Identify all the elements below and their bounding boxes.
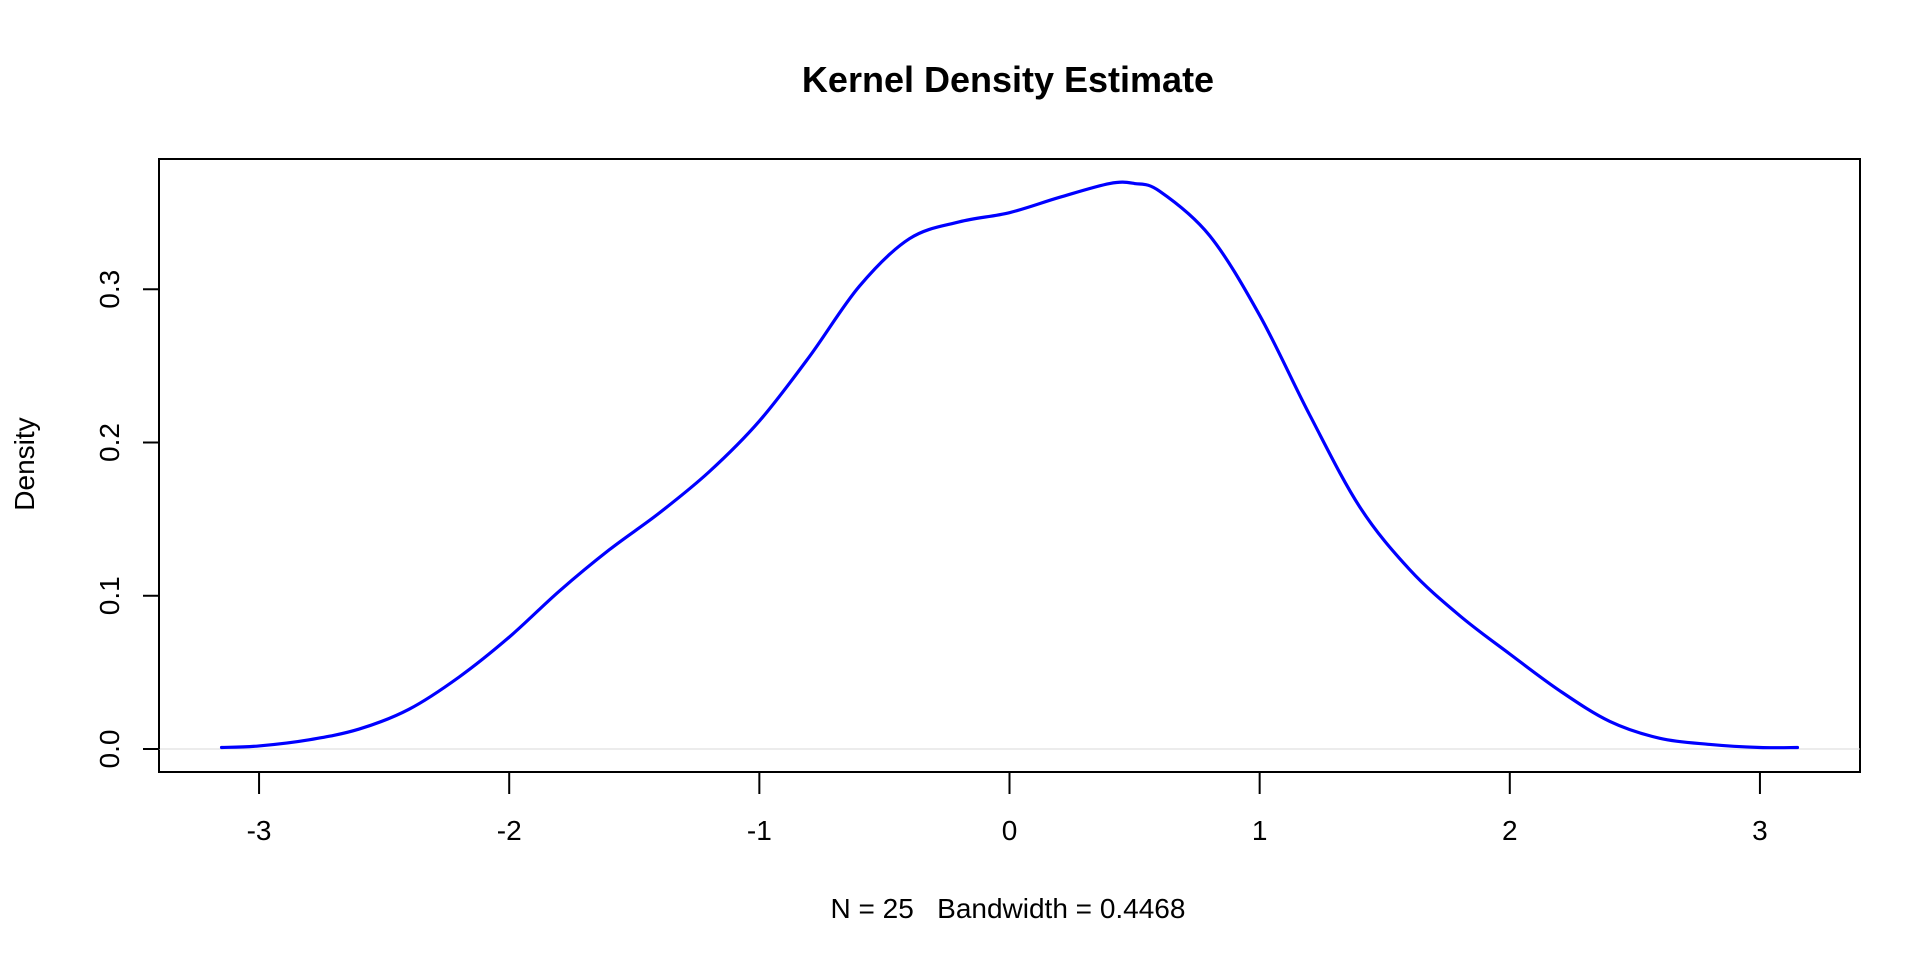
x-tick-label: 2: [1502, 815, 1518, 846]
x-axis-label: N = 25 Bandwidth = 0.4468: [831, 893, 1186, 924]
x-tick-label: 3: [1752, 815, 1768, 846]
chart-title: Kernel Density Estimate: [802, 59, 1214, 100]
y-tick-label: 0.2: [94, 423, 125, 462]
x-tick-label: -1: [747, 815, 772, 846]
y-axis-label: Density: [9, 417, 40, 510]
x-axis: -3 -2 -1 0 1 2 3: [247, 772, 1768, 846]
y-axis: 0.0 0.1 0.2 0.3: [94, 270, 159, 769]
x-tick-label: -3: [247, 815, 272, 846]
x-tick-label: -2: [497, 815, 522, 846]
y-tick-label: 0.1: [94, 576, 125, 615]
y-tick-label: 0.0: [94, 730, 125, 769]
x-tick-label: 0: [1002, 815, 1018, 846]
density-curve-line: [219, 180, 1800, 750]
plot-frame: [158, 158, 1861, 773]
y-tick-label: 0.3: [94, 270, 125, 309]
x-tick-label: 1: [1252, 815, 1268, 846]
